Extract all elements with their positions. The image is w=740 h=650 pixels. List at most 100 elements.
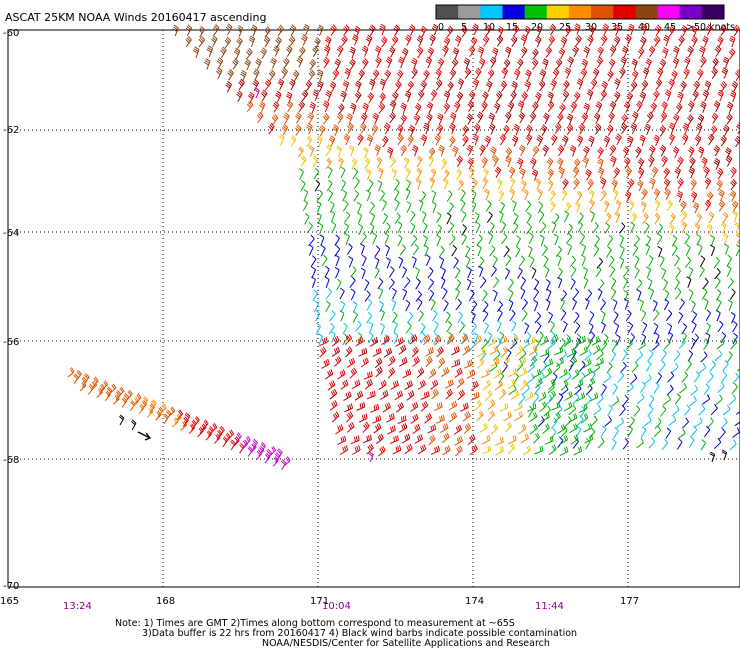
wind-barb [625,166,632,179]
wind-barb [489,56,497,69]
wind-barb [557,144,565,157]
lat-label: -62 [3,125,19,136]
wind-barb [494,380,503,391]
wind-barb [410,234,418,247]
wind-barb [567,243,573,255]
wind-barb [572,393,580,405]
wind-barb [494,166,502,178]
wind-barb [470,380,479,391]
wind-barb [369,223,375,235]
wind-barb [736,122,740,135]
wind-barb [620,122,628,135]
wind-barb [659,58,667,71]
wind-barb [626,91,634,104]
wind-barb [440,277,446,289]
wind-barb [513,123,520,136]
wind-barb [668,133,676,145]
wind-barb [618,222,626,234]
wind-barb [436,224,443,236]
wind-barb [710,404,718,416]
wind-barb [566,113,574,126]
wind-barb [630,212,638,224]
wind-barb [415,178,422,190]
wind-barb [312,155,319,168]
wind-barb [277,78,285,91]
wind-barb [500,346,508,358]
wind-barb [339,310,345,322]
wind-barb [307,112,315,124]
wind-barb [394,390,403,401]
wind-barb [481,156,488,169]
wind-barb [538,391,547,402]
wind-barb [732,372,740,384]
wind-barb [614,211,621,223]
wind-barb [668,223,675,236]
wind-barb [734,221,740,234]
wind-barb [330,24,337,36]
wind-barb [271,113,279,126]
wind-barb [570,265,577,278]
wind-barb [399,244,407,256]
wind-barb [283,456,291,467]
wind-barb [448,221,455,234]
wind-barb [504,111,512,124]
wind-barb [379,300,384,313]
wind-barb [544,367,553,379]
wind-barb [703,338,710,350]
wind-barb [648,155,655,168]
wind-barb [130,419,137,431]
wind-barb [662,278,669,291]
wind-barb [352,445,361,455]
wind-barb [533,288,540,300]
wind-barb [729,190,737,202]
wind-barb [394,188,400,201]
wind-barb [416,167,423,180]
wind-barb [654,24,662,36]
wind-barb [574,337,581,350]
wind-barb [467,266,472,279]
wind-barb [611,339,618,352]
wind-barb [430,379,439,390]
wind-barb [704,199,712,212]
wind-barb [543,405,551,417]
wind-barb [377,277,384,290]
wind-barb [527,403,537,412]
wind-barb [383,347,393,358]
wind-barb [656,223,663,235]
wind-barb [637,167,645,180]
wind-barb [722,232,729,245]
wind-barb [582,156,589,168]
wind-barb [420,400,429,412]
wind-barb [516,360,524,372]
wind-barb [681,417,690,429]
wind-barb [385,56,393,69]
wind-barb [367,331,374,344]
wind-barb [321,254,328,267]
wind-barb [456,91,464,104]
wind-barb [440,367,450,378]
wind-barb [567,56,574,68]
wind-barb [464,67,472,79]
wind-barb [431,309,438,322]
wind-barb [491,47,499,59]
wind-barb [471,300,478,312]
wind-barb [401,433,411,444]
wind-barb [534,35,542,48]
wind-barb [314,300,320,312]
colorbar-swatch [524,5,548,19]
wind-barb [526,336,536,346]
wind-barb [332,124,339,137]
wind-barb [423,244,429,257]
wind-barb [350,102,357,115]
wind-barb [622,277,629,289]
wind-barb [548,390,557,402]
wind-barb [374,357,383,369]
wind-barb [561,189,568,201]
wind-barb [621,349,628,362]
wind-barb [475,221,481,234]
note-line-1: Note: 1) Times are GMT 2)Times along bot… [115,618,515,629]
wind-barb [584,434,594,444]
wind-barb [573,158,581,170]
wind-barb [612,298,618,311]
wind-barb [441,432,450,444]
